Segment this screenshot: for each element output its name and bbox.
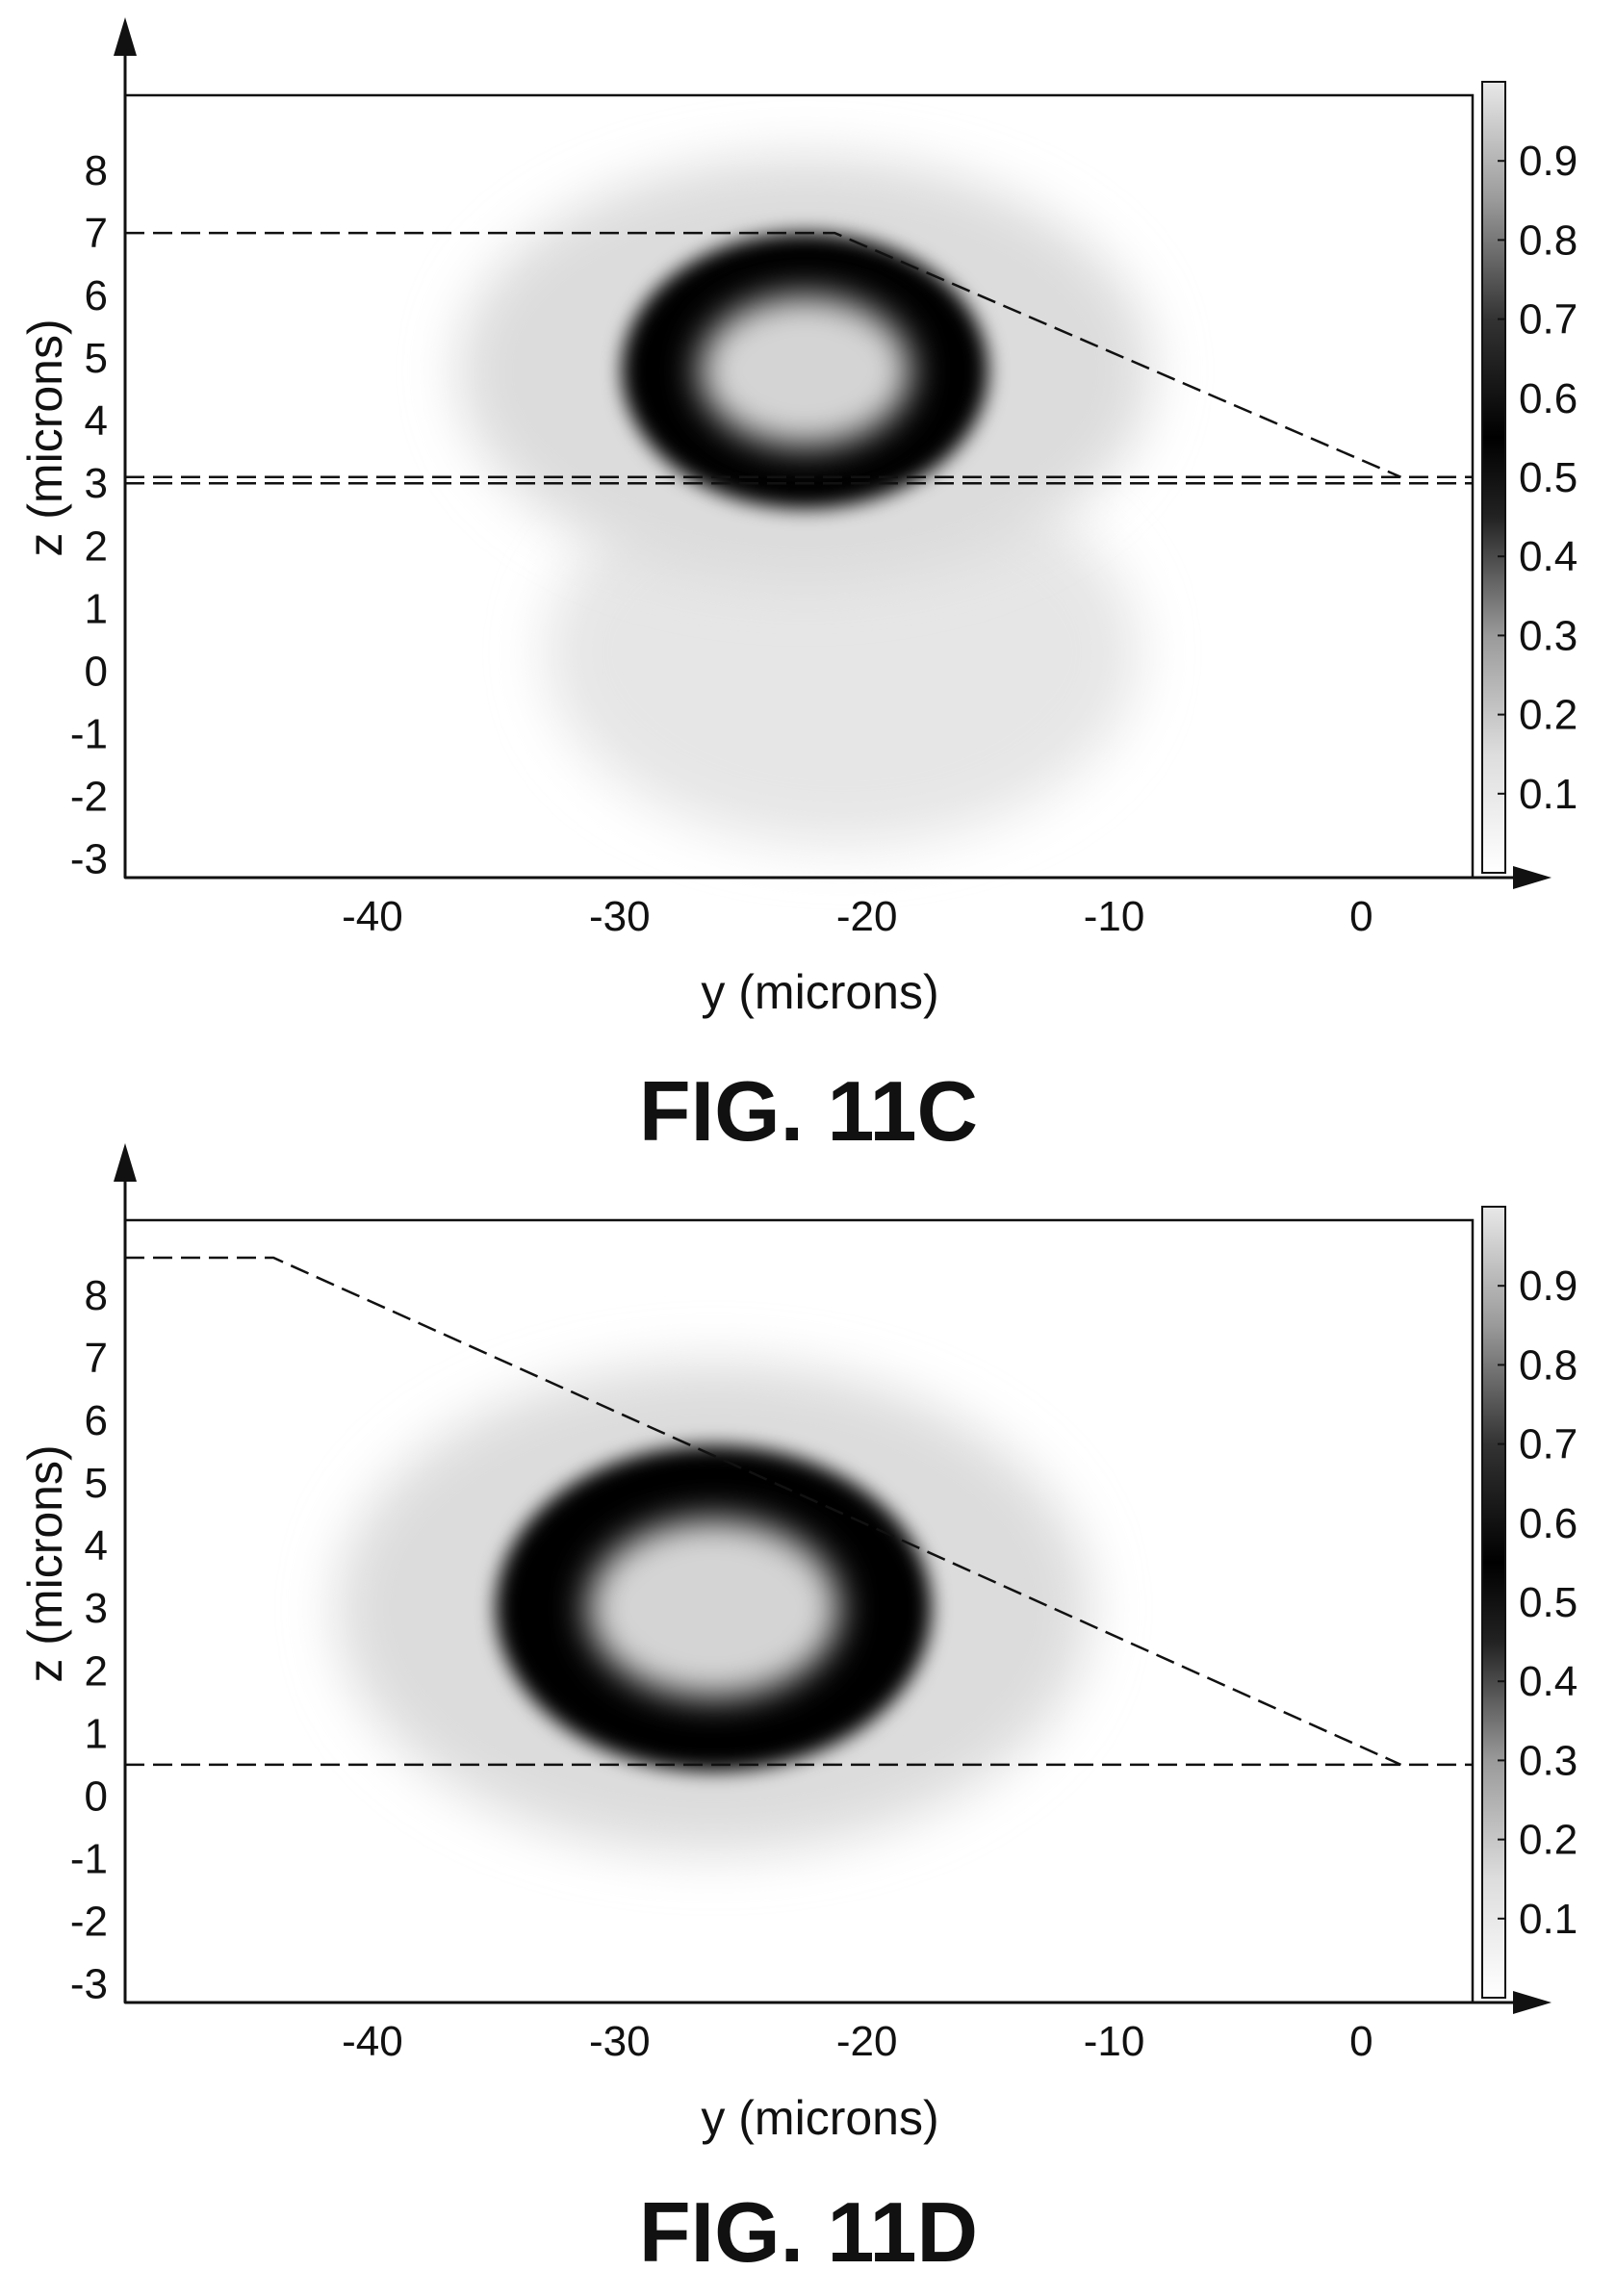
y-ticks-11c: 8 7 6 5 4 3 2 1 0 -1 -2 -3	[70, 147, 108, 882]
colorbar-tick-label: 0.8	[1519, 217, 1578, 264]
y-tick-label: 7	[85, 210, 108, 257]
y-tick-label: 2	[85, 1647, 108, 1695]
x-axis-11c	[125, 866, 1552, 889]
y-tick-label: 2	[85, 523, 108, 570]
y-tick-label: 6	[85, 272, 108, 319]
y-tick-label: 8	[85, 1272, 108, 1319]
x-tick-label: 0	[1349, 2018, 1372, 2065]
y-tick-label: -2	[70, 1898, 108, 1945]
y-tick-label: 5	[85, 1460, 108, 1507]
guide-line-0	[125, 231, 1401, 478]
x-tick-label: -40	[342, 2018, 403, 2065]
colorbar-tick-label: 0.8	[1519, 1341, 1578, 1389]
colorbar-11d: 0.9 0.8 0.7 0.6 0.5 0.4 0.3 0.2 0.1	[1481, 1206, 1578, 1999]
colorbar-tick-label: 0.5	[1519, 454, 1578, 501]
y-ticks-11d: 8 7 6 5 4 3 2 1 0 -1 -2 -3	[70, 1272, 108, 2007]
y-tick-label: 7	[85, 1335, 108, 1382]
y-axis-label-11d: z (microns)	[18, 1444, 72, 1682]
x-axis-11d	[125, 1991, 1552, 2014]
x-tick-label: -40	[342, 893, 403, 940]
y-tick-label: 0	[85, 1773, 108, 1820]
colorbar-tick-label: 0.1	[1519, 771, 1578, 818]
colorbar-tick-label: 0.3	[1519, 612, 1578, 659]
colorbar-tick-label: 0.2	[1519, 692, 1578, 739]
colorbar-tick-label: 0.4	[1519, 1658, 1578, 1705]
colorbar-tick-label: 0.2	[1519, 1817, 1578, 1864]
y-axis-arrow-icon	[114, 1143, 137, 1182]
y-tick-label: 0	[85, 648, 108, 695]
colorbar-tick-label: 0.3	[1519, 1737, 1578, 1784]
x-ticks-11c: -40 -30 -20 -10 0	[342, 893, 1373, 940]
y-tick-label: -1	[70, 710, 108, 757]
colorbar-tick-label: 0.7	[1519, 1421, 1578, 1468]
x-tick-label: -30	[589, 893, 651, 940]
x-tick-label: -20	[836, 2018, 898, 2065]
y-tick-label: 6	[85, 1397, 108, 1444]
colorbar-tick-label: 0.6	[1519, 375, 1578, 422]
x-axis-arrow-icon	[1513, 866, 1552, 889]
x-tick-label: -20	[836, 893, 898, 940]
y-axis-arrow-icon	[114, 17, 137, 56]
colorbar-tick-label: 0.6	[1519, 1500, 1578, 1547]
y-axis-11d	[114, 1143, 137, 2003]
heatmap-core	[587, 1518, 840, 1698]
guide-lines-11c	[125, 231, 1473, 485]
colorbar-tick-label: 0.4	[1519, 533, 1578, 580]
y-tick-label: -3	[70, 1960, 108, 2007]
colorbar-11c: 0.9 0.8 0.7 0.6 0.5 0.4 0.3 0.2 0.1	[1481, 81, 1578, 874]
y-tick-label: 4	[85, 1522, 108, 1569]
x-axis-label-11d: y (microns)	[701, 2091, 938, 2145]
colorbar-ticks-11d: 0.9 0.8 0.7 0.6 0.5 0.4 0.3 0.2 0.1	[1498, 1263, 1578, 1943]
heatmap-11d	[337, 1364, 1090, 1852]
figure-caption-11d: FIG. 11D	[639, 2184, 978, 2280]
x-ticks-11d: -40 -30 -20 -10 0	[342, 2018, 1373, 2065]
guide-lines-11d	[125, 1256, 1473, 1767]
y-tick-label: -2	[70, 773, 108, 820]
colorbar-tick-label: 0.9	[1519, 1263, 1578, 1310]
x-axis-arrow-icon	[1513, 1991, 1552, 2014]
figure-11d: -40 -30 -20 -10 0 8 7 6 5 4 3 2 1 0 -1 -2 -3 y (microns…	[18, 1143, 1578, 2280]
y-tick-label: 4	[85, 397, 108, 445]
x-axis-label-11c: y (microns)	[701, 965, 938, 1019]
colorbar-tick-label: 0.1	[1519, 1896, 1578, 1943]
y-tick-label: 8	[85, 147, 108, 194]
colorbar-tick-label: 0.7	[1519, 296, 1578, 344]
x-tick-label: -10	[1084, 2018, 1145, 2065]
y-tick-label: 1	[85, 585, 108, 632]
x-tick-label: -30	[589, 2018, 651, 2065]
figure-11c: -40 -30 -20 -10 0 8 7 6 5 4 3 2 1 0 -1 -2 -3 y (microns…	[18, 17, 1578, 1159]
y-tick-label: -1	[70, 1835, 108, 1882]
y-axis-label-11c: z (microns)	[18, 319, 72, 556]
guide-line-0	[125, 1256, 1402, 1766]
heatmap-core	[699, 294, 911, 446]
y-tick-label: 3	[85, 1585, 108, 1632]
colorbar-tick-label: 0.5	[1519, 1579, 1578, 1626]
heatmap-11c	[458, 158, 1152, 847]
y-tick-label: 5	[85, 335, 108, 382]
y-tick-label: 1	[85, 1710, 108, 1757]
colorbar-ticks-11c: 0.9 0.8 0.7 0.6 0.5 0.4 0.3 0.2 0.1	[1498, 138, 1578, 818]
y-tick-label: 3	[85, 460, 108, 507]
y-axis-11c	[114, 17, 137, 878]
x-tick-label: 0	[1349, 893, 1372, 940]
figure-caption-11c: FIG. 11C	[639, 1063, 978, 1159]
y-tick-label: -3	[70, 835, 108, 882]
colorbar-tick-label: 0.9	[1519, 138, 1578, 185]
x-tick-label: -10	[1084, 893, 1145, 940]
